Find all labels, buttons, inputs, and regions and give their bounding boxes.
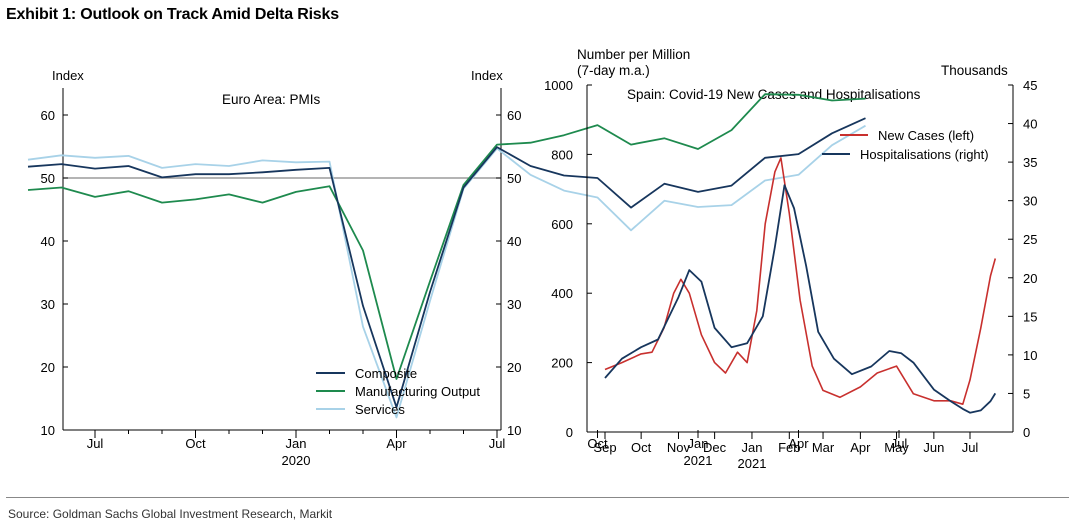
left-chart-legend-label: Services xyxy=(355,402,405,417)
left-chart-ytick-label-right: 50 xyxy=(507,171,521,186)
right-chart-ytick-label-left: 400 xyxy=(551,286,573,301)
right-chart-ytick-label-left: 200 xyxy=(551,356,573,371)
right-chart-xtick-label: Jun xyxy=(923,440,944,455)
left-chart-xtick-label: Oct xyxy=(587,436,608,451)
left-chart-ytick-label-left: 10 xyxy=(41,423,55,438)
left-chart-xtick-label: Oct xyxy=(185,436,206,451)
right-chart-xtick-label: Dec xyxy=(703,440,727,455)
right-chart-ytick-label-right: 20 xyxy=(1023,271,1037,286)
source-divider xyxy=(6,497,1069,498)
left-chart-xtick-label: Jan xyxy=(688,436,709,451)
right-chart-ytick-label-right: 0 xyxy=(1023,425,1030,440)
right-chart-xtick-label: Oct xyxy=(631,440,652,455)
right-chart-hospitalisations-line xyxy=(604,184,997,414)
left-chart-xtick-label: Apr xyxy=(788,436,809,451)
right-chart-ytick-label-right: 35 xyxy=(1023,155,1037,170)
left-chart-series-line-0 xyxy=(27,117,866,409)
left-chart-ytick-label-left: 60 xyxy=(41,108,55,123)
left-chart-year-label: 2020 xyxy=(282,453,311,468)
left-y-axis-label: Index xyxy=(52,68,84,83)
right-chart-xtick-label: May xyxy=(884,440,909,455)
right-chart-ytick-label-right: 5 xyxy=(1023,386,1030,401)
right-chart-ytick-label-left: 800 xyxy=(551,147,573,162)
left-chart-legend-label: Composite xyxy=(355,366,417,381)
right-chart-xtick-label: Jan xyxy=(741,440,762,455)
left-chart-ytick-label-right: 40 xyxy=(507,234,521,249)
right-chart-right-axis-label: Thousands xyxy=(941,63,1008,78)
right-chart-ytick-label-right: 25 xyxy=(1023,232,1037,247)
left-chart-series-line-2 xyxy=(27,124,866,419)
right-chart-xtick-label: Sep xyxy=(593,440,616,455)
left-chart-ytick-label-left: 50 xyxy=(41,171,55,186)
right-y-axis-label-left-chart: Index xyxy=(471,68,503,83)
left-chart-ytick-label-left: 20 xyxy=(41,360,55,375)
right-chart-xtick-label: Mar xyxy=(812,440,835,455)
right-chart-xtick-label: Nov xyxy=(667,440,691,455)
left-chart-xtick-label: Jul xyxy=(891,436,908,451)
left-chart-xtick-label: Jul xyxy=(87,436,104,451)
left-chart-ytick-label-right: 60 xyxy=(507,108,521,123)
right-chart-xtick-label: Feb xyxy=(778,440,800,455)
right-chart-ytick-label-right: 30 xyxy=(1023,194,1037,209)
right-chart-ytick-label-left: 1000 xyxy=(544,78,573,93)
right-chart-legend-label-hosp: Hospitalisations (right) xyxy=(860,147,989,162)
left-chart-xtick-label: Apr xyxy=(386,436,407,451)
right-chart-left-axis-label: Number per Million (7-day m.a.) xyxy=(577,47,694,78)
right-chart-year-label: 2021 xyxy=(738,456,767,471)
exhibit-title: Exhibit 1: Outlook on Track Amid Delta R… xyxy=(6,6,339,23)
right-chart-legend-label-cases: New Cases (left) xyxy=(878,128,974,143)
left-chart-year-label: 2021 xyxy=(684,453,713,468)
right-chart-ytick-label-right: 10 xyxy=(1023,348,1037,363)
right-chart-left-axis-label-line-2: (7-day m.a.) xyxy=(577,63,650,78)
right-chart-cases-line xyxy=(604,157,997,406)
left-chart-ytick-label-left: 40 xyxy=(41,234,55,249)
left-chart-ytick-label-right: 10 xyxy=(507,423,521,438)
left-chart-xtick-label: Jul xyxy=(489,436,506,451)
left-chart-ytick-label-left: 30 xyxy=(41,297,55,312)
source-note: Source: Goldman Sachs Global Investment … xyxy=(8,507,333,521)
right-chart-xtick-label: Apr xyxy=(850,440,871,455)
left-chart-legend-label: Manufacturing Output xyxy=(355,384,480,399)
right-chart-ytick-label-left: 600 xyxy=(551,217,573,232)
right-chart-ytick-label-right: 15 xyxy=(1023,309,1037,324)
right-chart-xtick-label: Jul xyxy=(962,440,979,455)
left-chart-title: Euro Area: PMIs xyxy=(222,92,321,107)
left-chart-series-line-1 xyxy=(27,93,866,380)
left-chart-xtick-label: Jan xyxy=(286,436,307,451)
right-chart-left-axis-label-line-1: Number per Million xyxy=(577,47,690,62)
right-chart-ytick-label-right: 40 xyxy=(1023,117,1037,132)
left-chart-ytick-label-right: 20 xyxy=(507,360,521,375)
right-chart-ytick-label-left: 0 xyxy=(566,425,573,440)
right-chart-ytick-label-right: 45 xyxy=(1023,78,1037,93)
left-chart-ytick-label-right: 30 xyxy=(507,297,521,312)
